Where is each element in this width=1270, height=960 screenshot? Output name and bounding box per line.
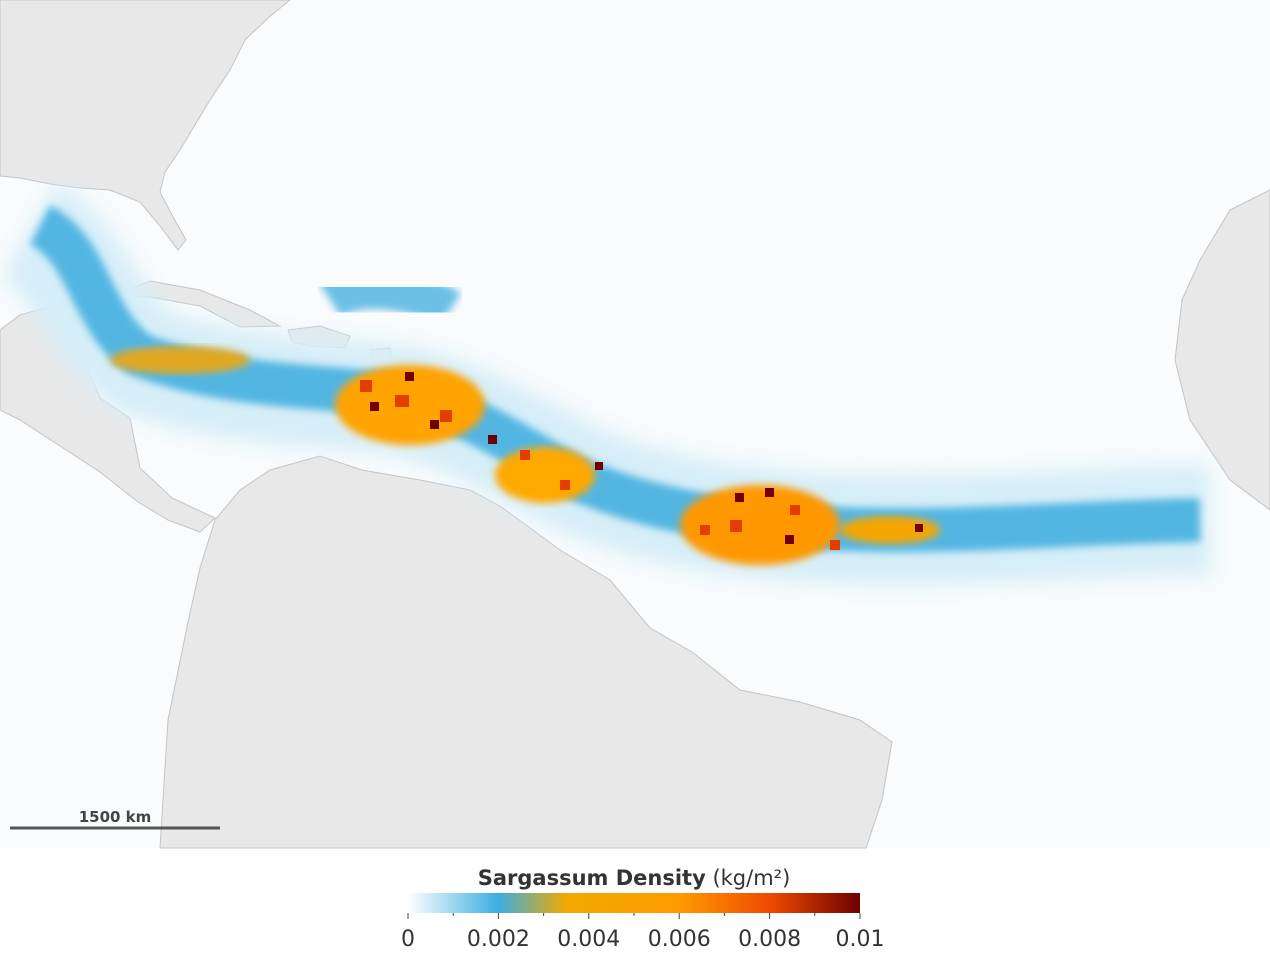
- africa: [1174, 189, 1270, 511]
- cuba: [114, 280, 282, 328]
- density-mid: [495, 447, 595, 503]
- density-mid: [110, 346, 250, 374]
- colorbar-tick-label: 0.008: [738, 927, 801, 952]
- density-high: [360, 380, 840, 550]
- density-mid: [840, 516, 940, 544]
- sargassum-density: [0, 182, 1212, 586]
- colorbar-tick-label: 0: [401, 927, 415, 952]
- colorbar: 0 0.002 0.004 0.006 0.008 0.01: [401, 893, 884, 952]
- colorbar-tick-label: 0.006: [648, 927, 711, 952]
- density-max: [370, 372, 923, 544]
- scale-bar-label: 1500 km: [79, 808, 152, 826]
- colorbar-bar: [408, 893, 860, 913]
- colorbar-tick-label: 0.002: [467, 927, 530, 952]
- colorbar-tick-label: 0.004: [557, 927, 620, 952]
- colorbar-title-text: Sargassum Density: [478, 866, 706, 890]
- colorbar-title: Sargassum Density (kg/m²): [478, 866, 791, 890]
- density-mid: [335, 365, 485, 445]
- density-low: [318, 269, 462, 328]
- colorbar-unit: (kg/m²): [712, 866, 790, 890]
- colorbar-tick-label: 0.01: [836, 927, 885, 952]
